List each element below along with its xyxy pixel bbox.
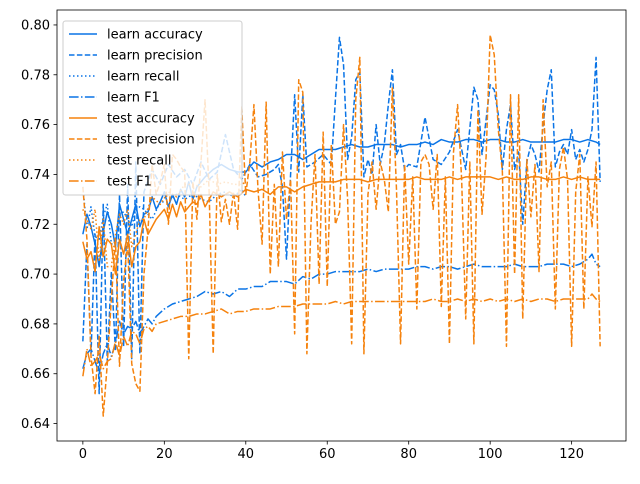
legend-label: test recall — [107, 154, 172, 169]
y-tick-label: 0.70 — [21, 268, 50, 283]
x-tick-label: 0 — [79, 447, 87, 462]
y-tick-label: 0.80 — [21, 18, 50, 33]
legend: learn accuracy learn precision learn recal… — [62, 20, 243, 196]
x-tick-label: 40 — [238, 447, 255, 462]
legend-label: learn recall — [107, 70, 179, 85]
x-tick-label: 20 — [156, 447, 173, 462]
legend-label: test F1 — [107, 175, 152, 190]
legend-label: learn accuracy — [107, 28, 203, 43]
x-tick-label: 120 — [559, 447, 584, 462]
y-tick-label: 0.66 — [21, 367, 50, 382]
y-tick-label: 0.74 — [21, 168, 50, 183]
x-tick-label: 80 — [400, 447, 417, 462]
legend-label: learn precision — [107, 49, 203, 64]
series-line-test-f1 — [82, 293, 601, 377]
y-tick-label: 0.64 — [21, 417, 50, 432]
legend-label: test accuracy — [107, 112, 195, 127]
x-tick-label: 60 — [319, 447, 336, 462]
x-tick-label: 100 — [478, 447, 503, 462]
y-tick-label: 0.68 — [21, 317, 50, 332]
series-line-test-accuracy — [82, 176, 601, 275]
series-line-learn-recall — [82, 186, 247, 245]
legend-label: learn F1 — [107, 91, 160, 106]
series-line-test-precision — [82, 34, 601, 417]
plot-frame — [56, 9, 627, 442]
legend-label: test precision — [107, 133, 195, 148]
y-tick-label: 0.78 — [21, 68, 50, 83]
legend-box — [62, 20, 243, 196]
y-tick-label: 0.72 — [21, 218, 50, 233]
axes-layer: 0 20 40 60 80 100 120 0.64 0.66 0.68 0.70 0.72 0.74 0… — [21, 9, 627, 462]
y-tick-label: 0.76 — [21, 118, 50, 133]
